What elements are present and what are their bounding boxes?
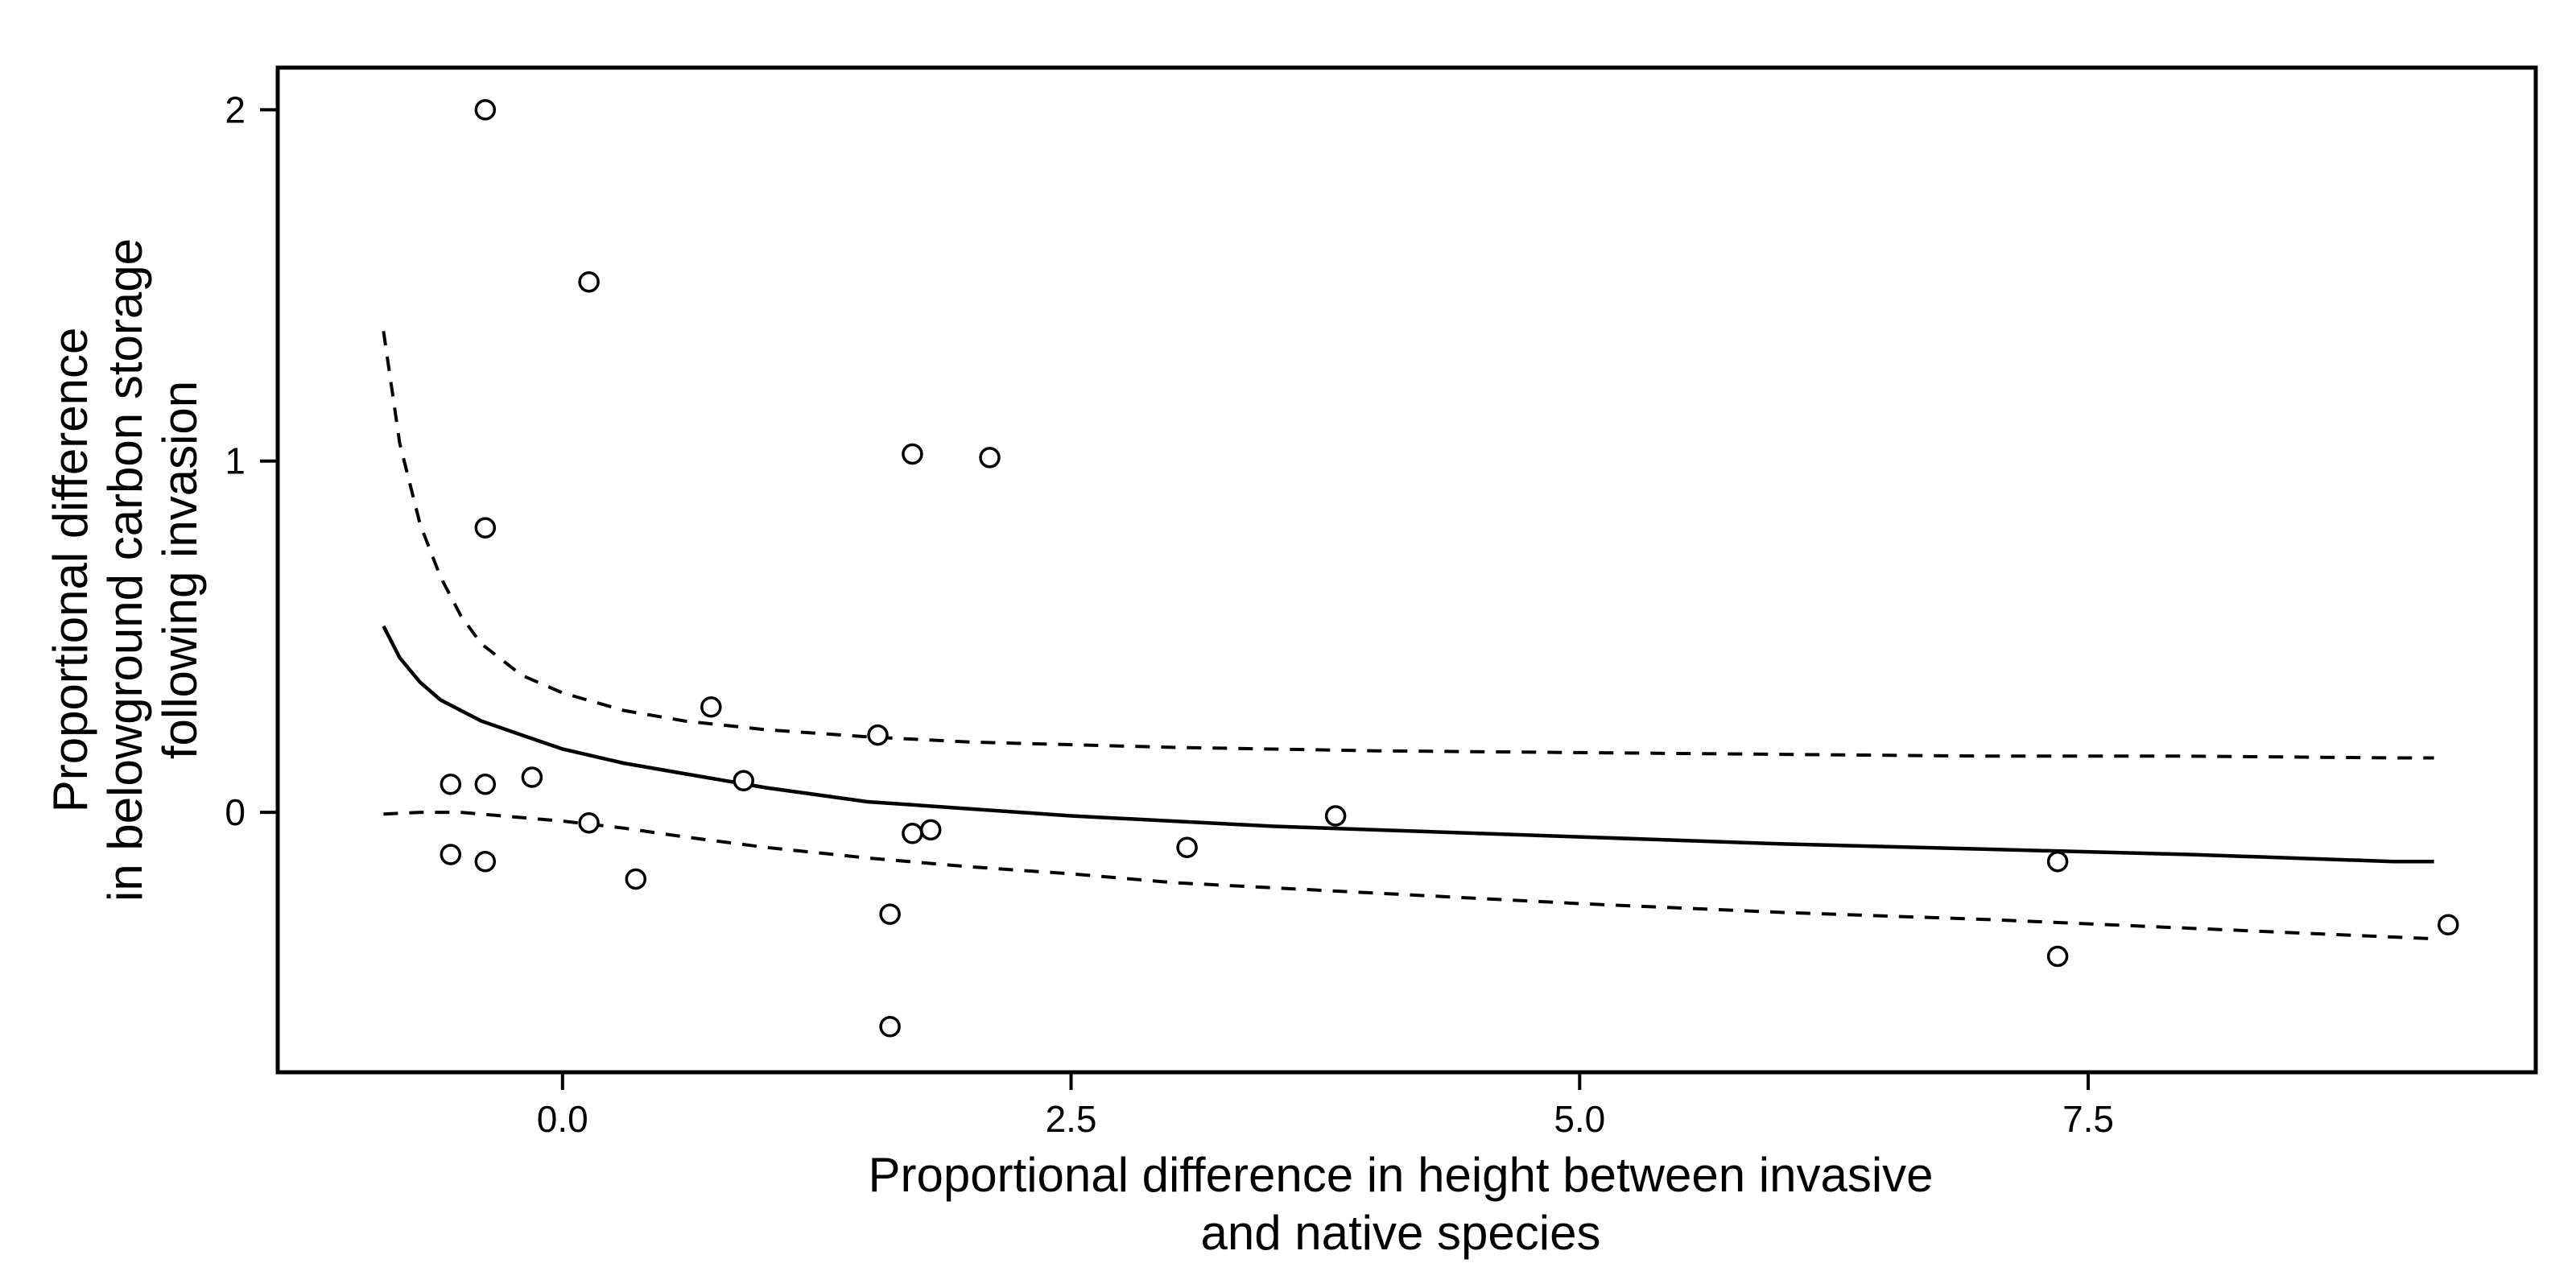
- data-point: [578, 811, 600, 834]
- lower-confidence-line: [383, 811, 2434, 941]
- x-axis-title-line-1: Proportional difference in height betwee…: [868, 1148, 1933, 1202]
- data-point: [521, 766, 543, 788]
- data-point: [2046, 945, 2069, 968]
- data-point: [879, 903, 901, 925]
- data-point: [440, 844, 462, 865]
- data-point: [474, 99, 497, 121]
- plot-frame: [275, 65, 2538, 1075]
- data-point: [700, 696, 722, 718]
- x-tick-label: 0.0: [537, 1098, 588, 1140]
- x-axis-title-line-2: and native species: [1201, 1206, 1601, 1260]
- y-axis: 0 1 2: [225, 89, 278, 833]
- data-point: [474, 773, 497, 795]
- fit-line: [382, 625, 2434, 864]
- y-tick-label: 2: [225, 89, 246, 130]
- data-point: [1176, 836, 1198, 858]
- x-tick-label: 5.0: [1554, 1098, 1605, 1140]
- data-point: [1324, 805, 1347, 827]
- data-point: [2046, 850, 2069, 873]
- data-point: [979, 447, 1001, 469]
- data-point: [902, 443, 923, 465]
- regression-line: [382, 625, 2434, 864]
- data-point: [879, 1016, 901, 1038]
- data-point: [867, 724, 889, 746]
- x-axis: 0.0 2.5 5.0 7.5: [537, 1072, 2114, 1140]
- y-axis-title-line-1: Proportional difference: [43, 328, 97, 813]
- y-tick-label: 1: [225, 440, 246, 482]
- upper-confidence-line: [382, 331, 2434, 760]
- data-point: [440, 773, 462, 795]
- data-point: [919, 819, 942, 841]
- data-point: [625, 868, 647, 890]
- data-point: [902, 823, 923, 844]
- confidence-band: [382, 331, 2434, 941]
- y-axis-title-line-2: in belowground carbon storage: [98, 238, 152, 902]
- data-point: [733, 770, 754, 792]
- data-point: [474, 517, 497, 539]
- data-points: [440, 99, 2459, 1038]
- data-point: [2438, 914, 2459, 935]
- data-point: [474, 850, 497, 873]
- data-point: [578, 270, 600, 293]
- y-tick-label: 0: [225, 791, 246, 833]
- x-tick-label: 2.5: [1046, 1098, 1097, 1140]
- y-axis-title-line-3: following invasion: [153, 381, 207, 759]
- x-tick-label: 7.5: [2062, 1098, 2114, 1140]
